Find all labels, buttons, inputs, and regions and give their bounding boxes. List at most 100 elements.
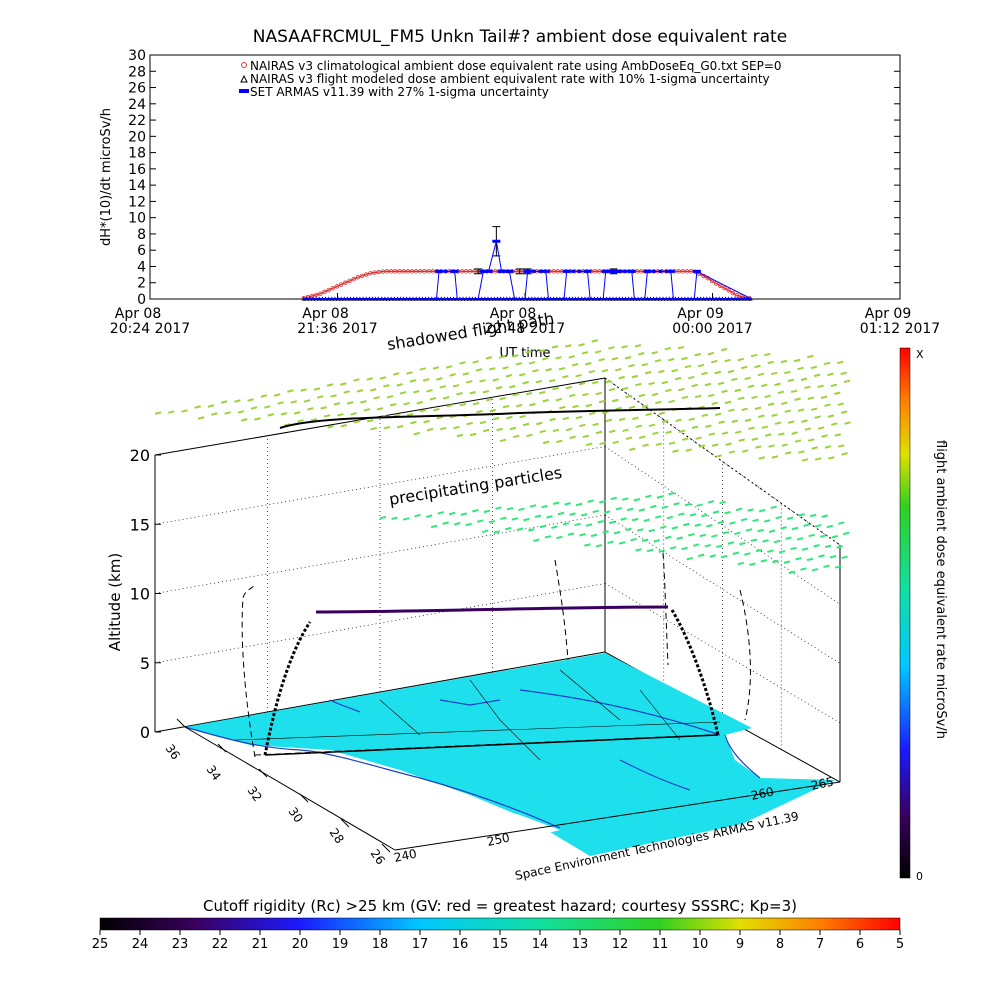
particle-mark: [824, 403, 831, 407]
particle-mark: [767, 360, 774, 365]
particle-mark: [704, 543, 712, 548]
particle-mark: [735, 430, 742, 434]
particle-mark: [831, 422, 838, 426]
particle-mark: [771, 413, 778, 417]
particle-mark: [724, 358, 731, 363]
particle-mark: [552, 386, 559, 391]
particle-mark: [598, 358, 605, 362]
cutoff-tick-label: 15: [492, 937, 509, 952]
particle-mark: [539, 429, 546, 434]
coastlines: [184, 689, 761, 829]
particle-mark: [791, 526, 799, 531]
particle-mark: [437, 511, 444, 515]
series-climatological-point: [388, 269, 394, 274]
particle-mark: [580, 513, 588, 517]
series-armas-point: [492, 239, 501, 243]
particle-mark: [658, 549, 665, 553]
particle-mark: [492, 378, 499, 382]
legend-marker-climatological: [241, 62, 247, 68]
cutoff-rigidity-ticks: 25 24 23 22 21 20 19 18 17 16 15 14 13 12 11 10 9 8 7 6 5: [92, 930, 904, 952]
particle-mark: [784, 370, 791, 375]
particle-mark: [638, 435, 646, 439]
particle-mark: [714, 412, 722, 417]
particle-mark: [413, 431, 420, 436]
particle-mark: [664, 388, 672, 393]
particle-mark: [685, 448, 692, 452]
particle-mark: [814, 524, 822, 528]
cutoff-tick-label: 11: [652, 937, 669, 952]
particle-mark: [539, 390, 546, 395]
particle-mark: [671, 368, 678, 373]
series-climatological-point: [468, 269, 473, 274]
particle-mark: [515, 403, 523, 408]
particle-mark: [775, 515, 782, 520]
particle-mark: [337, 413, 344, 417]
particle-mark: [655, 515, 662, 519]
x-tick-label-time: 22:48 2017: [485, 321, 565, 337]
particle-mark: [794, 397, 801, 401]
particle-mark: [353, 378, 360, 382]
particle-mark: [658, 369, 665, 374]
series-climatological-point: [493, 269, 498, 274]
series-climatological-point: [513, 269, 519, 274]
particle-mark: [843, 531, 850, 536]
particle-mark: [432, 366, 440, 370]
particle-mark: [462, 372, 470, 376]
particle-mark: [841, 555, 848, 560]
particle-mark: [807, 354, 814, 359]
particle-mark: [708, 432, 716, 436]
series-climatological-point: [363, 272, 369, 277]
particle-mark: [555, 356, 562, 360]
particle-mark: [801, 547, 809, 551]
particle-mark: [612, 440, 619, 445]
y-tick-label: 18: [128, 146, 146, 162]
particle-mark: [588, 411, 596, 416]
particle-mark: [247, 398, 254, 402]
particle-mark: [656, 495, 664, 499]
series-climatological-point: [555, 269, 561, 274]
cutoff-tick-label: 13: [572, 937, 589, 952]
particle-mark: [519, 414, 526, 419]
particle-mark: [645, 412, 652, 417]
particle-mark: [625, 436, 633, 441]
particle-mark: [740, 365, 748, 370]
particle-mark: [475, 368, 483, 372]
particle-mark: [588, 369, 596, 374]
particle-mark: [764, 433, 772, 437]
particle-mark: [728, 450, 736, 454]
x-axis-label: UT time: [500, 346, 551, 361]
cutoff-tick-label: 17: [412, 937, 429, 952]
particle-mark: [445, 365, 453, 369]
particle-mark: [648, 528, 655, 533]
particle-mark: [711, 359, 718, 364]
particle-mark: [502, 404, 510, 409]
particle-mark: [630, 537, 637, 542]
particle-mark: [430, 524, 438, 529]
particle-mark: [154, 411, 162, 415]
particle-mark: [436, 415, 444, 420]
series-climatological-point: [684, 269, 690, 274]
particle-mark: [688, 533, 695, 537]
particle-mark: [465, 522, 472, 527]
series-climatological-point: [638, 269, 644, 274]
particle-mark: [728, 408, 735, 413]
x-tick-label-time: 21:36 2017: [297, 321, 377, 337]
particle-mark: [732, 551, 740, 555]
y-tick-label: 24: [128, 97, 146, 113]
particle-mark: [542, 440, 550, 445]
particle-mark: [828, 456, 835, 460]
particle-mark: [472, 360, 479, 364]
particle-mark: [694, 394, 702, 399]
series-group: [301, 226, 753, 301]
particle-mark: [483, 509, 491, 514]
series-armas-point: [564, 269, 569, 273]
particle-mark: [609, 429, 616, 434]
particle-mark: [739, 541, 746, 546]
particle-mark: [406, 412, 414, 417]
particle-mark: [360, 400, 367, 404]
particle-mark: [610, 496, 618, 501]
particle-mark: [211, 412, 218, 416]
particle-mark: [772, 559, 779, 564]
particle-mark: [529, 402, 536, 407]
